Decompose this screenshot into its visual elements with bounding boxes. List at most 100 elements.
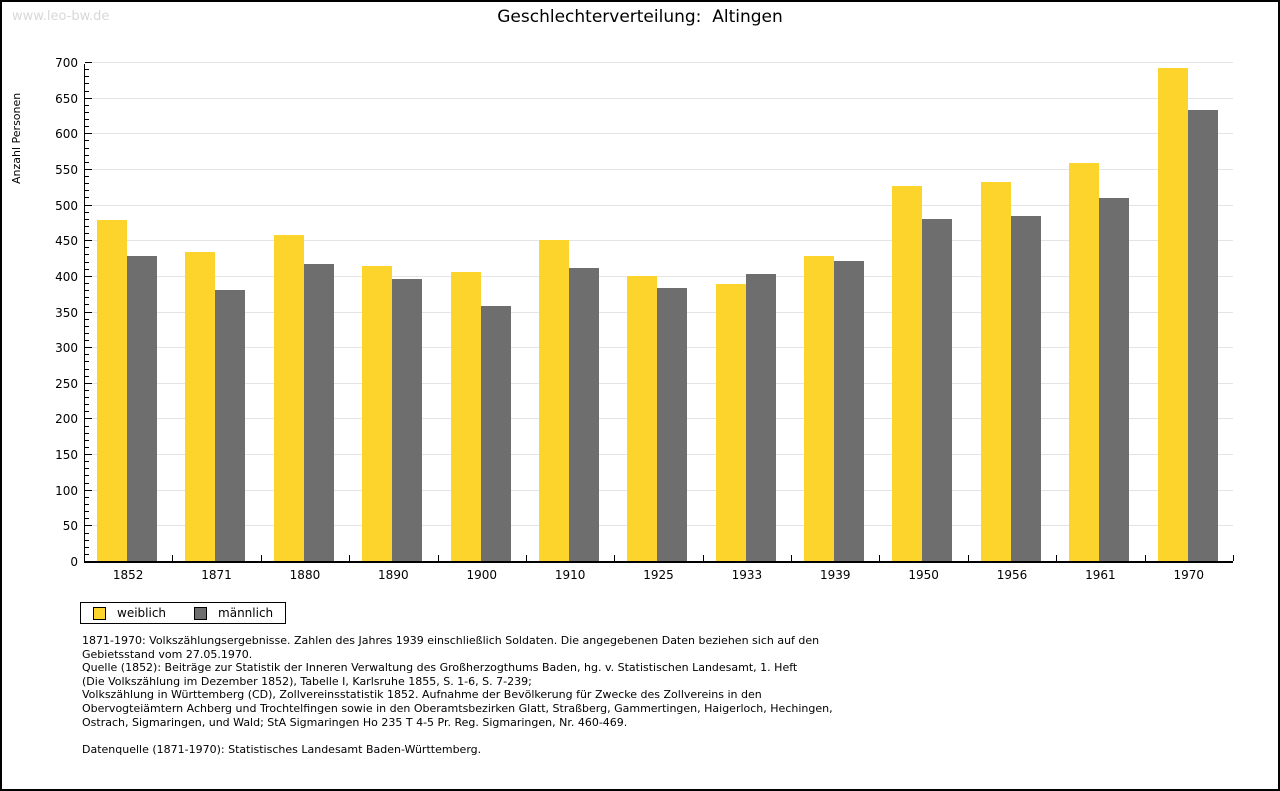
bar-männlich-1950 <box>922 219 953 561</box>
y-tick-370 <box>85 297 89 299</box>
y-tick-510 <box>85 197 89 199</box>
y-tick-390 <box>85 283 89 284</box>
y-tick-90 <box>85 496 89 498</box>
y-tick-320 <box>85 332 89 334</box>
y-tick-220 <box>85 404 89 406</box>
gridline-500 <box>85 204 1233 206</box>
x-label-1939: 1939 <box>819 568 851 582</box>
bar-weiblich-1852 <box>97 220 127 561</box>
gridline-450 <box>85 240 1233 242</box>
y-tick-300 <box>85 347 92 349</box>
y-label-400: 400 <box>55 269 78 284</box>
source-note-line-6: Obervogteiämtern Achberg und Trochtelfin… <box>82 701 833 715</box>
bar-weiblich-1939 <box>804 256 835 561</box>
bar-weiblich-1871 <box>185 252 216 561</box>
x-tick-10 <box>967 555 969 561</box>
y-tick-600 <box>85 133 92 135</box>
maennlich-color-swatch <box>194 606 208 620</box>
y-tick-160 <box>85 446 89 448</box>
y-tick-470 <box>85 225 89 227</box>
x-tick-8 <box>791 555 793 561</box>
y-tick-410 <box>85 268 89 270</box>
y-tick-100 <box>85 489 92 491</box>
y-label-450: 450 <box>55 234 78 249</box>
y-tick-640 <box>85 104 89 106</box>
x-label-1970: 1970 <box>1173 568 1205 582</box>
bar-männlich-1970 <box>1187 110 1218 561</box>
y-tick-60 <box>85 518 89 520</box>
y-tick-230 <box>85 397 89 399</box>
bar-weiblich-1900 <box>450 272 481 561</box>
y-label-100: 100 <box>55 483 78 498</box>
y-tick-280 <box>85 361 89 363</box>
bar-weiblich-1933 <box>715 284 746 561</box>
legend-label-maennlich: männlich <box>218 606 274 620</box>
source-note-line-3: Quelle (1852): Beiträge zur Statistik de… <box>82 661 798 675</box>
bar-männlich-1910 <box>568 268 599 561</box>
y-tick-660 <box>85 90 89 92</box>
source-note-line-4: (Die Volkszählung im Dezember 1852), Tab… <box>82 674 532 688</box>
y-tick-550 <box>85 168 92 170</box>
y-tick-20 <box>85 546 89 548</box>
x-tick-12 <box>1144 555 1146 561</box>
y-tick-360 <box>85 304 89 306</box>
y-tick-260 <box>85 375 89 377</box>
y-tick-520 <box>85 190 89 192</box>
x-label-1890: 1890 <box>378 568 409 582</box>
y-label-650: 650 <box>55 91 78 106</box>
y-label-250: 250 <box>55 376 78 391</box>
y-tick-680 <box>85 76 89 78</box>
y-tick-590 <box>85 140 89 142</box>
y-tick-340 <box>85 318 89 320</box>
bar-männlich-1852 <box>127 256 157 561</box>
y-tick-490 <box>85 211 89 213</box>
y-label-150: 150 <box>55 448 78 463</box>
x-tick-6 <box>614 555 616 561</box>
y-tick-270 <box>85 368 89 370</box>
x-tick-11 <box>1056 555 1058 561</box>
x-tick-1 <box>172 555 174 561</box>
page-title: Geschlechterverteilung: Altingen <box>497 7 783 27</box>
x-tick-13 <box>1233 555 1234 561</box>
source-note-line-8 <box>82 729 942 743</box>
y-tick-180 <box>85 432 89 434</box>
y-tick-530 <box>85 183 89 185</box>
x-label-1871: 1871 <box>201 568 232 582</box>
bar-männlich-1939 <box>834 261 865 561</box>
y-tick-610 <box>85 126 89 128</box>
bar-weiblich-1956 <box>980 182 1011 561</box>
gridline-600 <box>85 133 1233 135</box>
y-tick-580 <box>85 147 89 149</box>
y-tick-70 <box>85 511 89 513</box>
gridline-700 <box>85 62 1233 63</box>
source-note-line-9: Datenquelle (1871-1970): Statistisches L… <box>82 742 482 756</box>
legend-label-weiblich: weiblich <box>117 606 167 620</box>
bar-weiblich-1950 <box>892 186 923 561</box>
bar-männlich-1890 <box>392 279 423 561</box>
x-tick-2 <box>260 555 262 561</box>
x-tick-5 <box>525 555 527 561</box>
y-tick-120 <box>85 475 89 477</box>
x-tick-4 <box>437 555 439 561</box>
bar-weiblich-1961 <box>1069 163 1100 561</box>
y-tick-500 <box>85 204 92 206</box>
y-tick-540 <box>85 176 89 178</box>
y-label-0: 0 <box>70 555 78 569</box>
x-label-1956: 1956 <box>996 568 1028 582</box>
bar-weiblich-1925 <box>627 276 658 561</box>
y-tick-290 <box>85 354 89 356</box>
y-tick-170 <box>85 439 89 441</box>
x-label-1852: 1852 <box>112 568 144 582</box>
y-tick-480 <box>85 218 89 220</box>
y-tick-190 <box>85 425 89 427</box>
y-tick-80 <box>85 503 89 505</box>
y-tick-210 <box>85 411 89 413</box>
legend: weiblich männlich <box>80 602 287 624</box>
x-tick-3 <box>349 555 351 561</box>
y-tick-620 <box>85 119 89 121</box>
source-note-line-2: Gebietsstand vom 27.05.1970. <box>82 647 253 661</box>
y-tick-10 <box>85 553 89 555</box>
bar-weiblich-1880 <box>273 235 304 561</box>
x-tick-7 <box>702 555 704 561</box>
